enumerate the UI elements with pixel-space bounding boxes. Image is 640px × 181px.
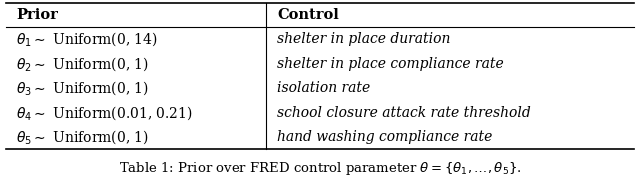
Text: school closure attack rate threshold: school closure attack rate threshold (277, 106, 531, 120)
Text: shelter in place duration: shelter in place duration (277, 32, 451, 46)
Text: Control: Control (277, 8, 339, 22)
Text: $\theta_4 \sim$ Uniform(0.01, 0.21): $\theta_4 \sim$ Uniform(0.01, 0.21) (16, 104, 193, 122)
Text: hand washing compliance rate: hand washing compliance rate (277, 130, 493, 144)
Text: Prior: Prior (16, 8, 58, 22)
Text: $\theta_2 \sim$ Uniform(0, 1): $\theta_2 \sim$ Uniform(0, 1) (16, 55, 149, 73)
Text: $\theta_1 \sim$ Uniform(0, 14): $\theta_1 \sim$ Uniform(0, 14) (16, 30, 158, 48)
Text: shelter in place compliance rate: shelter in place compliance rate (277, 57, 504, 71)
Text: isolation rate: isolation rate (277, 81, 371, 95)
Text: $\theta_3 \sim$ Uniform(0, 1): $\theta_3 \sim$ Uniform(0, 1) (16, 79, 149, 97)
Text: $\theta_5 \sim$ Uniform(0, 1): $\theta_5 \sim$ Uniform(0, 1) (16, 128, 149, 146)
Text: Table 1: Prior over FRED control parameter $\theta = \{\theta_1, \ldots, \theta_: Table 1: Prior over FRED control paramet… (118, 160, 522, 177)
